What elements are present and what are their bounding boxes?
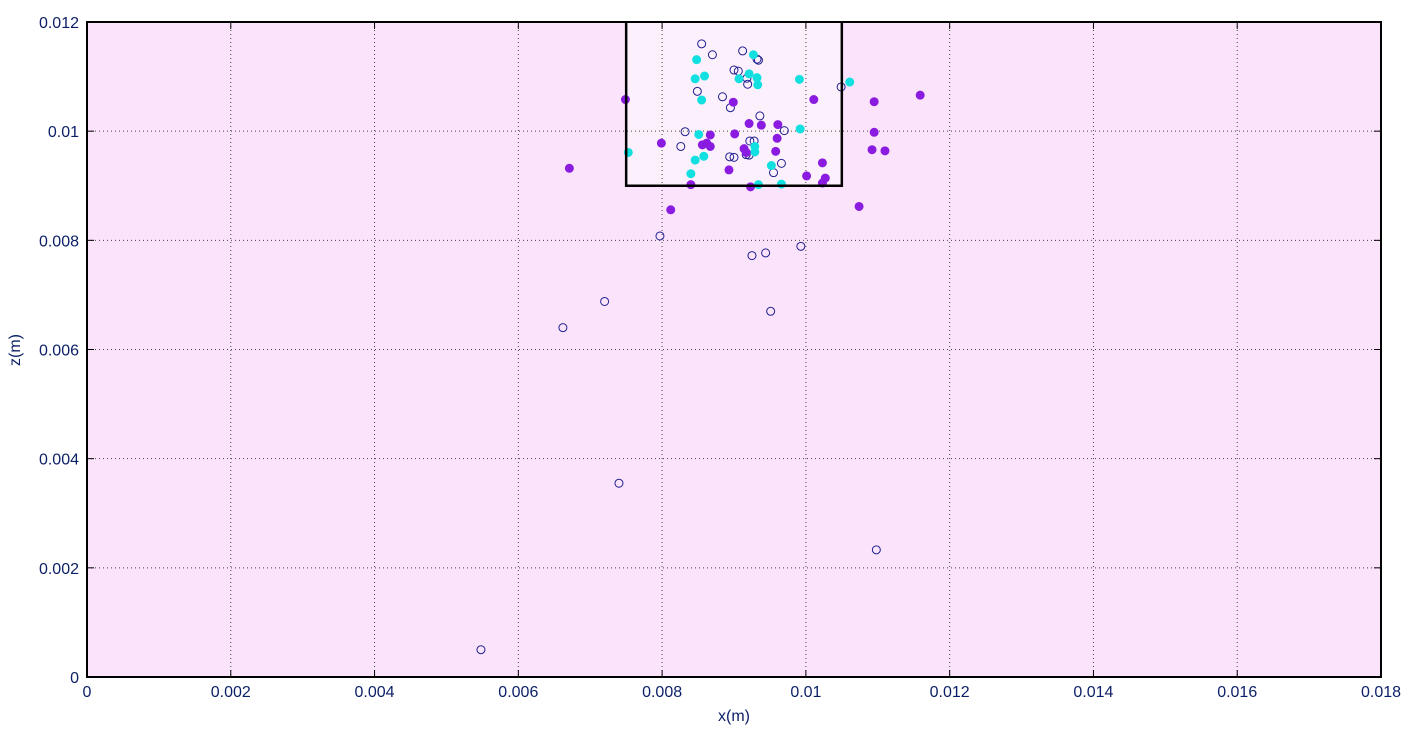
open-point (558, 323, 568, 333)
open-point (717, 92, 727, 102)
filled-point (748, 50, 758, 60)
open-point (753, 55, 763, 65)
open-point (729, 152, 739, 162)
y-tick-label: 0.012 (39, 15, 79, 32)
filled-point (794, 74, 804, 84)
filled-point (741, 147, 751, 157)
y-tick-label: 0 (70, 670, 79, 687)
open-point (796, 241, 806, 251)
filled-point (820, 173, 830, 183)
x-tick-label: 0.01 (790, 684, 821, 701)
open-point (729, 65, 739, 75)
filled-point (692, 55, 702, 65)
filled-point (724, 165, 734, 175)
filled-point (694, 129, 704, 139)
open-point (747, 251, 757, 261)
filled-point (845, 77, 855, 87)
x-tick-label: 0.012 (930, 684, 970, 701)
filled-point (699, 151, 709, 161)
filled-point (915, 90, 925, 100)
open-point (676, 141, 686, 151)
x-tick-label: 0.014 (1073, 684, 1113, 701)
filled-point (705, 141, 715, 151)
filled-point (656, 138, 666, 148)
filled-point (809, 95, 819, 105)
filled-point (697, 140, 707, 150)
x-tick-label: 0.004 (355, 684, 395, 701)
filled-point (728, 97, 738, 107)
filled-point (869, 127, 879, 137)
open-point (725, 152, 735, 162)
filled-point (697, 95, 707, 105)
filled-point (802, 171, 812, 181)
filled-point (880, 146, 890, 156)
x-tick-label: 0.016 (1217, 684, 1257, 701)
open-point (766, 306, 776, 316)
open-point (738, 46, 748, 56)
filled-point (753, 80, 763, 90)
open-point (697, 39, 707, 49)
filled-point (734, 74, 744, 84)
y-tick-label: 0.004 (39, 452, 79, 469)
x-tick-label: 0 (83, 684, 92, 701)
x-tick-label: 0.006 (498, 684, 538, 701)
x-axis-label: x(m) (718, 708, 750, 725)
open-point (476, 645, 486, 655)
filled-point (730, 129, 740, 139)
open-point (745, 136, 755, 146)
open-point (707, 50, 717, 60)
y-tick-label: 0.01 (48, 124, 79, 141)
filled-point (705, 130, 715, 140)
filled-point (686, 169, 696, 179)
filled-point (795, 124, 805, 134)
y-axis-ticks: 0 0.002 0.004 0.006 0.008 0.01 0.012 (39, 15, 1381, 687)
filled-point (766, 161, 776, 171)
filled-point (690, 155, 700, 165)
data-points (476, 39, 925, 655)
open-point (755, 111, 765, 121)
filled-point (854, 201, 864, 211)
open-point (776, 158, 786, 168)
open-point (692, 86, 702, 96)
filled-point (772, 133, 782, 143)
filled-point (744, 119, 754, 129)
open-point (680, 127, 690, 137)
open-point (871, 545, 881, 555)
x-axis-ticks: 0 0.002 0.004 0.006 0.008 0.01 0.012 0.014 0.016… (83, 22, 1401, 701)
y-tick-label: 0.006 (39, 343, 79, 360)
open-point (600, 296, 610, 306)
y-tick-label: 0.008 (39, 233, 79, 250)
x-tick-label: 0.018 (1361, 684, 1401, 701)
filled-point (867, 145, 877, 155)
filled-point (750, 141, 760, 151)
filled-point (817, 158, 827, 168)
target-box-outline (624, 22, 844, 187)
open-point (655, 231, 665, 241)
filled-point (564, 163, 574, 173)
filled-point (771, 146, 781, 156)
filled-point (666, 205, 676, 215)
open-point (779, 126, 789, 136)
filled-point (690, 74, 700, 84)
x-tick-label: 0.008 (642, 684, 682, 701)
y-axis-label: z(m) (7, 334, 24, 366)
open-point (743, 79, 753, 89)
filled-point (773, 120, 783, 130)
filled-point (869, 97, 879, 107)
filled-point (756, 120, 766, 130)
open-point (761, 248, 771, 258)
filled-point (744, 69, 754, 79)
x-tick-label: 0.002 (211, 684, 251, 701)
y-tick-label: 0.002 (39, 561, 79, 578)
filled-point (700, 71, 710, 81)
open-point (614, 478, 624, 488)
